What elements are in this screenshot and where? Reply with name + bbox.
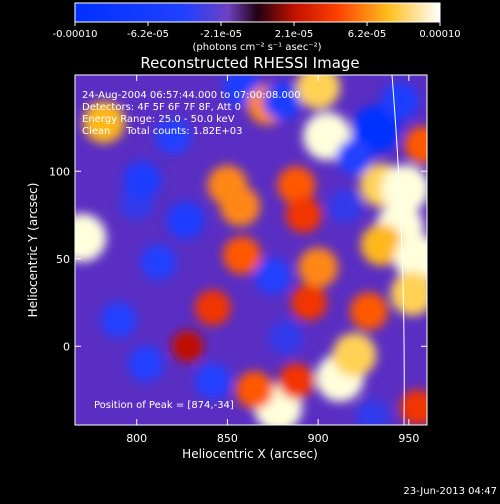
colorbar-tick-label: -6.2e-05: [127, 29, 169, 40]
heatmap-blob: [399, 389, 427, 425]
colorbar-tick-label: 0.00010: [419, 29, 460, 40]
y-tick-label: 0: [63, 340, 70, 353]
heatmap-blob: [285, 197, 322, 233]
colorbar-tick-label: 6.2e-05: [348, 29, 386, 40]
colorbar-tick-label: -2.1e-05: [200, 29, 242, 40]
heatmap-blob: [222, 236, 261, 275]
heatmap-blob: [127, 345, 164, 382]
heatmap-blob: [194, 363, 231, 400]
y-tick-label: 100: [49, 165, 70, 178]
colorbar-ticks: -0.00010 -6.2e-05 -2.1e-05 2.1e-05 6.2e-05 0.…: [53, 22, 461, 40]
heatmap-blob: [83, 101, 126, 144]
heatmap-blob: [381, 164, 427, 213]
heatmap-blob: [328, 189, 363, 224]
colorbar: [74, 2, 441, 23]
heatmap-blob: [140, 244, 177, 281]
heatmap-blob: [332, 333, 377, 377]
colorbar-units: (photons cm⁻² s⁻¹ asec⁻²): [192, 42, 321, 53]
plot-frame: [74, 74, 428, 426]
heatmap-blob: [277, 166, 316, 205]
heatmap-blob: [296, 75, 341, 110]
x-tick-label: 850: [217, 432, 238, 445]
heatmap-blob: [355, 399, 390, 425]
heatmap-blobs: [75, 75, 427, 425]
colorbar-tick-label: 2.1e-05: [275, 29, 313, 40]
heatmap-blob: [220, 186, 261, 227]
chart-title: Reconstructed RHESSI Image: [140, 54, 359, 72]
heatmap-blob: [123, 161, 162, 199]
x-tick-label: 900: [308, 432, 329, 445]
heatmap-blob: [171, 330, 204, 363]
heatmap-blob: [291, 284, 328, 321]
colorbar-tick-label: -0.00010: [53, 29, 98, 40]
axis-ticks: 800 850 900 950 0 50 100: [49, 75, 427, 445]
heatmap-blob: [100, 302, 137, 338]
heatmap-blob: [298, 247, 339, 288]
heatmap-blob: [194, 289, 231, 326]
x-axis-label: Heliocentric X (arcsec): [182, 447, 318, 461]
annotation-detectors: Detectors: 4F 5F 6F 7F 8F, Att 0: [82, 102, 241, 113]
x-tick-label: 800: [126, 432, 147, 445]
solar-limb: [391, 75, 405, 425]
heatmap-blob: [166, 201, 205, 240]
heatmap-blob: [254, 258, 291, 295]
heatmap-blob: [75, 213, 107, 262]
peak-label: Position of Peak = [874,-34]: [94, 400, 234, 411]
heatmap-blob: [404, 126, 427, 164]
timestamp: 23-Jun-2013 04:47: [403, 486, 497, 497]
x-tick-label: 950: [398, 432, 419, 445]
heatmap-blob: [349, 292, 388, 331]
heatmap-blob: [360, 223, 403, 266]
heatmap-blob: [352, 105, 401, 154]
heatmap-blob: [336, 139, 373, 176]
heatmap-blob: [262, 82, 301, 121]
heatmap-blob: [154, 118, 191, 155]
heatmap-blob: [380, 82, 419, 121]
heatmap-blob: [390, 271, 427, 316]
annotation-energy: Energy Range: 25.0 - 50.0 keV: [82, 114, 235, 125]
heatmap-area: [75, 75, 427, 425]
heatmap-blob: [235, 371, 274, 409]
annotation-time: 24-Aug-2004 06:57:44.000 to 07:00:08.000: [82, 90, 301, 101]
y-axis-label: Heliocentric Y (arcsec): [26, 183, 40, 318]
heatmap-blob: [278, 363, 315, 400]
annotation-clean: Clean Total counts: 1.82E+03: [82, 126, 242, 137]
y-tick-label: 50: [56, 253, 70, 266]
heatmap-blob: [268, 320, 303, 355]
